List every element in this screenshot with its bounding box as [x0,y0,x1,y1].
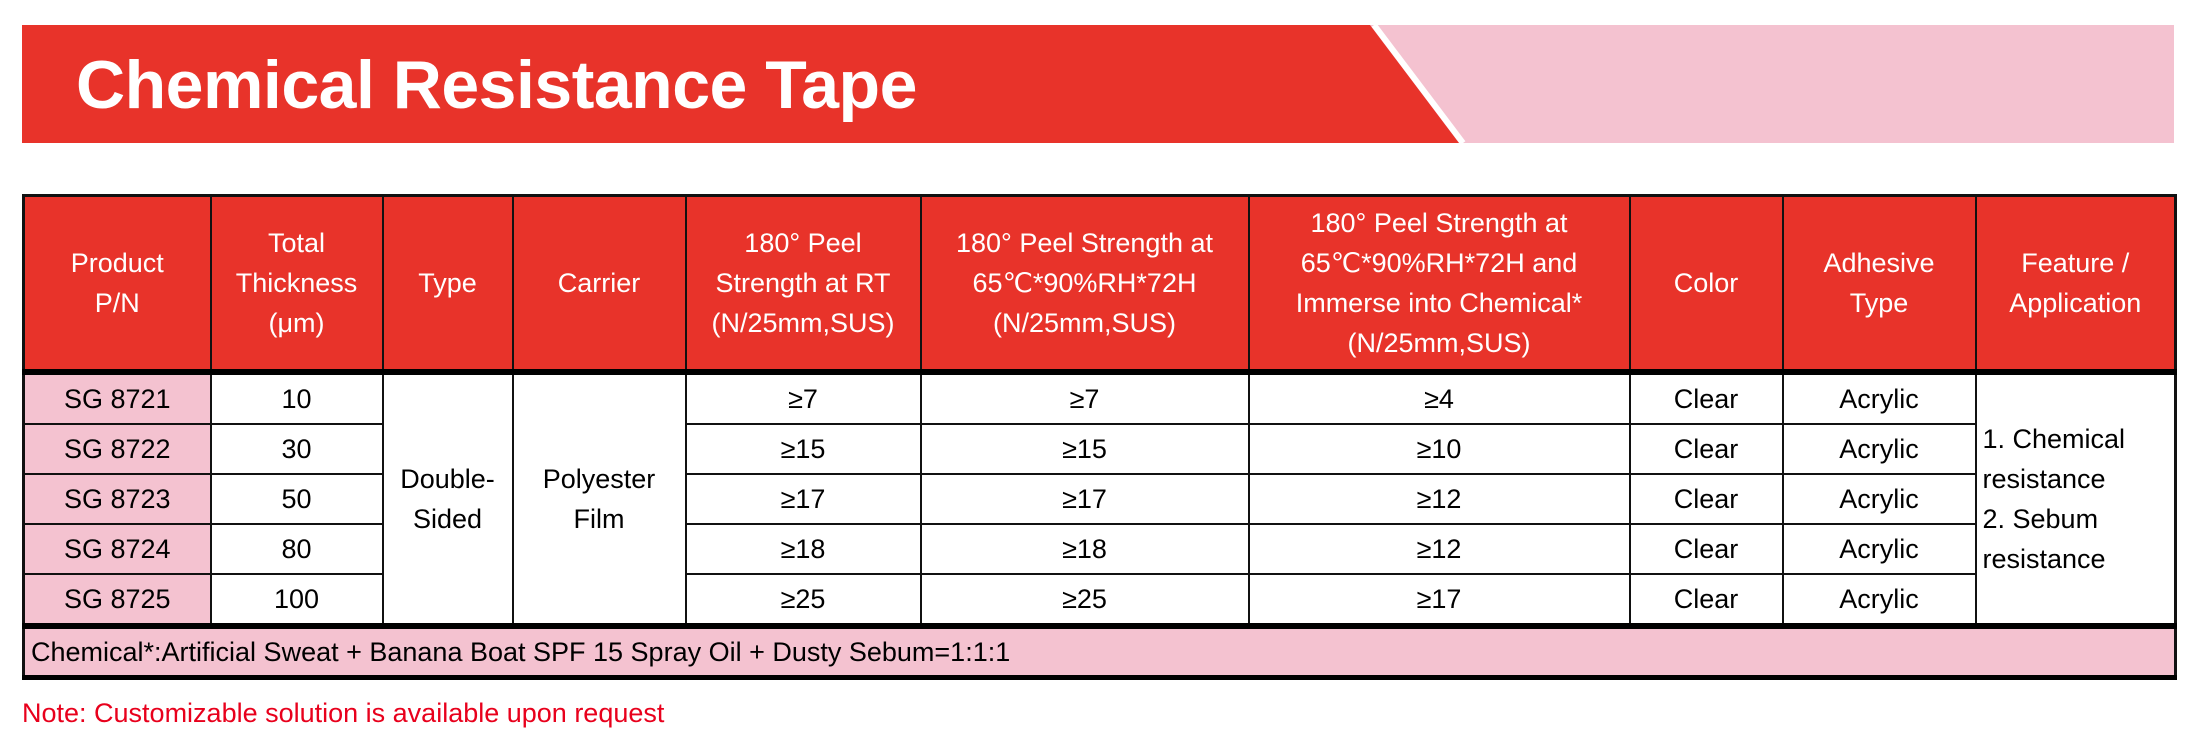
header-line: Type [1849,288,1909,318]
peel-humid-cell: ≥25 [919,573,1250,627]
header-line: Type [418,268,477,298]
column-header-peel-chemical: 180° Peel Strength at 65℃*90%RH*72H and Im… [1247,194,1631,373]
color-cell: Clear [1628,473,1784,525]
column-header-peel-rt: 180° Peel Strength at RT (N/25mm,SUS) [684,194,922,373]
adhesive-cell: Acrylic [1781,473,1977,525]
spec-table: Product P/N Total Thickness (μm) Type Carrier 1… [22,194,2177,680]
cell-line: Film [573,504,625,534]
cell-line: resistance [1982,464,2106,494]
color-cell: Clear [1628,371,1784,425]
table-row: SG 8724 80 ≥18 ≥18 ≥12 Clear Acrylic [22,523,2176,575]
column-header-carrier: Carrier [511,194,687,373]
table-row: SG 8725 100 ≥25 ≥25 ≥17 Clear Acrylic [22,573,2176,627]
footnote-row: Chemical*:Artificial Sweat + Banana Boat… [22,623,2177,680]
header-line: 180° Peel Strength at [1310,208,1568,238]
peel-chemical-cell: ≥4 [1247,371,1631,425]
column-header-color: Color [1628,194,1784,373]
adhesive-cell: Acrylic [1781,371,1977,425]
peel-rt-cell: ≥25 [684,573,922,627]
banner-red-shape [22,25,1466,143]
adhesive-cell: Acrylic [1781,523,1977,575]
table-row: SG 8722 30 ≥15 ≥15 ≥10 Clear Acrylic [22,423,2176,475]
cell-line: 1. Chemical [1982,424,2126,454]
color-cell: Clear [1628,423,1784,475]
peel-chemical-cell: ≥17 [1247,573,1631,627]
thickness-cell: 100 [209,573,384,627]
carrier-cell: Polyester Film [511,371,687,627]
product-pn-cell: SG 8725 [22,573,212,627]
product-pn-cell: SG 8722 [22,423,212,475]
header-line: Total [267,228,326,258]
thickness-cell: 10 [209,371,384,425]
header-line: 65℃*90%RH*72H [972,268,1197,298]
column-header-type: Type [381,194,514,373]
cell-line: 2. Sebum [1982,504,2099,534]
color-cell: Clear [1628,523,1784,575]
header-line: Carrier [557,268,641,298]
product-pn-cell: SG 8723 [22,473,212,525]
product-pn-cell: SG 8721 [22,371,212,425]
cell-line: Double- [400,464,495,494]
column-header-feature-application: Feature / Application [1974,194,2177,373]
product-pn-cell: SG 8724 [22,523,212,575]
table-row: SG 8721 10 Double- Sided Polyester Film ≥7 ≥7 ≥4… [22,371,2177,627]
cell-line: Polyester [542,464,656,494]
adhesive-cell: Acrylic [1781,573,1977,627]
column-header-peel-humid: 180° Peel Strength at 65℃*90%RH*72H (N/25m… [919,194,1250,373]
header-line: (N/25mm,SUS) [992,308,1176,338]
page-title: Chemical Resistance Tape [76,47,917,123]
header-line: 180° Peel Strength at [956,228,1213,258]
header-line: 180° Peel [744,228,862,258]
header-line: Strength at RT [715,268,891,298]
peel-chemical-cell: ≥10 [1247,423,1631,475]
header-line: Immerse into Chemical* [1295,288,1583,318]
header-line: Product [70,248,164,278]
header-row: Product P/N Total Thickness (μm) Type Carrier 1… [22,194,2177,373]
peel-rt-cell: ≥18 [684,523,922,575]
peel-rt-cell: ≥7 [684,371,922,425]
peel-chemical-cell: ≥12 [1247,523,1631,575]
header-line: P/N [94,288,140,318]
header-line: (μm) [268,308,325,338]
header-line: Thickness [235,268,358,298]
peel-humid-cell: ≥7 [919,371,1250,425]
column-header-total-thickness: Total Thickness (μm) [209,194,384,373]
color-cell: Clear [1628,573,1784,627]
peel-rt-cell: ≥17 [684,473,922,525]
header-line: (N/25mm,SUS) [1347,328,1531,358]
header-line: 65℃*90%RH*72H and [1300,248,1578,278]
cell-line: resistance [1982,544,2106,574]
peel-humid-cell: ≥15 [919,423,1250,475]
thickness-cell: 80 [209,523,384,575]
feature-cell: 1. Chemical resistance 2. Sebum resistance [1974,371,2177,627]
peel-humid-cell: ≥18 [919,523,1250,575]
header-line: Adhesive [1823,248,1935,278]
peel-rt-cell: ≥15 [684,423,922,475]
customization-note: Note: Customizable solution is available… [22,698,665,728]
cell-line: Sided [412,504,483,534]
chemical-footnote: Chemical*:Artificial Sweat + Banana Boat… [22,623,2177,680]
peel-humid-cell: ≥17 [919,473,1250,525]
adhesive-cell: Acrylic [1781,423,1977,475]
table-row: SG 8723 50 ≥17 ≥17 ≥12 Clear Acrylic [22,473,2176,525]
header-line: (N/25mm,SUS) [711,308,895,338]
type-cell: Double- Sided [381,371,514,627]
header-line: Application [2009,288,2142,318]
peel-chemical-cell: ≥12 [1247,473,1631,525]
title-banner: Chemical Resistance Tape [22,25,2174,143]
header-line: Color [1673,268,1739,298]
thickness-cell: 50 [209,473,384,525]
header-line: Feature / [2021,248,2130,278]
column-header-product-pn: Product P/N [22,194,212,373]
thickness-cell: 30 [209,423,384,475]
column-header-adhesive-type: Adhesive Type [1781,194,1977,373]
